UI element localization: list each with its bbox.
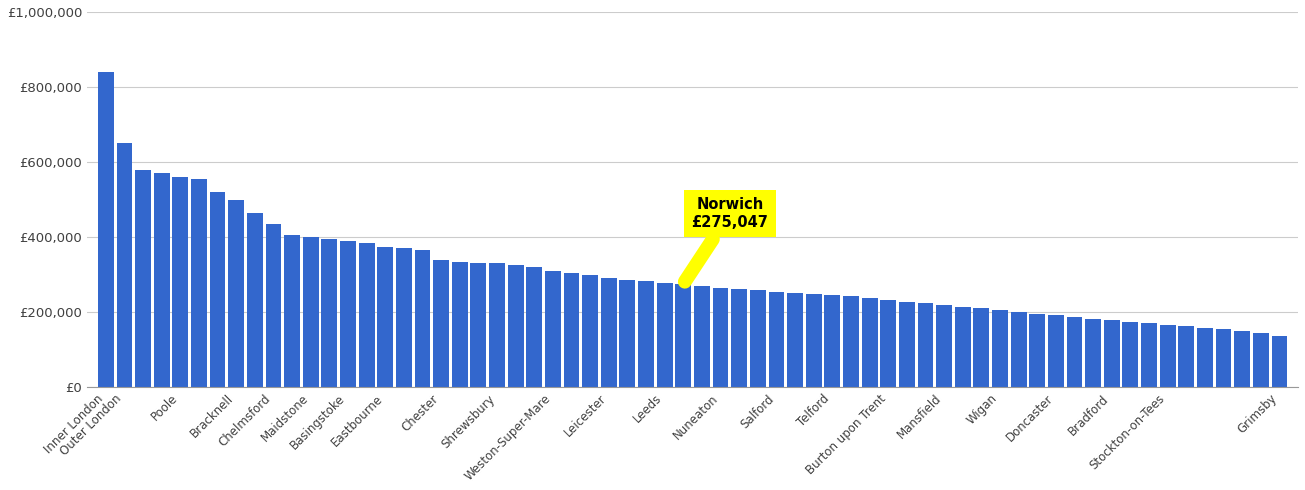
Bar bbox=[638, 281, 654, 387]
Bar bbox=[303, 237, 318, 387]
Bar bbox=[415, 250, 431, 387]
Bar bbox=[955, 307, 971, 387]
Bar bbox=[992, 310, 1007, 387]
Text: Norwich
£275,047: Norwich £275,047 bbox=[685, 197, 769, 282]
Bar bbox=[1010, 312, 1027, 387]
Bar bbox=[1048, 315, 1064, 387]
Bar bbox=[154, 173, 170, 387]
Bar bbox=[656, 283, 672, 387]
Bar bbox=[713, 288, 728, 387]
Bar bbox=[545, 271, 561, 387]
Bar bbox=[676, 284, 692, 387]
Bar bbox=[620, 279, 636, 387]
Bar bbox=[228, 199, 244, 387]
Bar bbox=[843, 296, 859, 387]
Bar bbox=[564, 273, 579, 387]
Bar bbox=[1122, 322, 1138, 387]
Bar bbox=[116, 143, 132, 387]
Bar bbox=[1141, 323, 1158, 387]
Bar bbox=[694, 286, 710, 387]
Bar bbox=[1066, 317, 1082, 387]
Bar bbox=[769, 292, 784, 387]
Bar bbox=[600, 278, 617, 387]
Bar bbox=[452, 262, 467, 387]
Bar bbox=[917, 303, 933, 387]
Bar bbox=[731, 289, 746, 387]
Bar bbox=[936, 305, 953, 387]
Bar bbox=[974, 308, 989, 387]
Bar bbox=[1030, 314, 1045, 387]
Bar bbox=[1216, 329, 1232, 387]
Bar bbox=[1104, 320, 1120, 387]
Bar bbox=[582, 275, 598, 387]
Bar bbox=[899, 302, 915, 387]
Bar bbox=[1086, 318, 1101, 387]
Bar bbox=[98, 72, 114, 387]
Bar bbox=[471, 263, 487, 387]
Bar bbox=[136, 170, 151, 387]
Bar bbox=[341, 241, 356, 387]
Bar bbox=[1160, 325, 1176, 387]
Bar bbox=[321, 239, 337, 387]
Bar bbox=[750, 291, 766, 387]
Bar bbox=[508, 265, 523, 387]
Bar bbox=[395, 248, 412, 387]
Bar bbox=[787, 293, 803, 387]
Bar bbox=[284, 235, 300, 387]
Bar bbox=[191, 179, 207, 387]
Bar bbox=[210, 192, 226, 387]
Bar bbox=[526, 267, 542, 387]
Bar bbox=[805, 294, 822, 387]
Bar bbox=[265, 224, 282, 387]
Bar bbox=[489, 264, 505, 387]
Bar bbox=[377, 246, 393, 387]
Bar bbox=[1178, 326, 1194, 387]
Bar bbox=[825, 295, 840, 387]
Bar bbox=[861, 298, 877, 387]
Bar bbox=[1235, 331, 1250, 387]
Bar bbox=[433, 260, 449, 387]
Bar bbox=[881, 300, 897, 387]
Bar bbox=[247, 213, 262, 387]
Bar bbox=[172, 177, 188, 387]
Bar bbox=[1197, 328, 1212, 387]
Bar bbox=[1271, 336, 1287, 387]
Bar bbox=[359, 243, 375, 387]
Bar bbox=[1253, 333, 1268, 387]
